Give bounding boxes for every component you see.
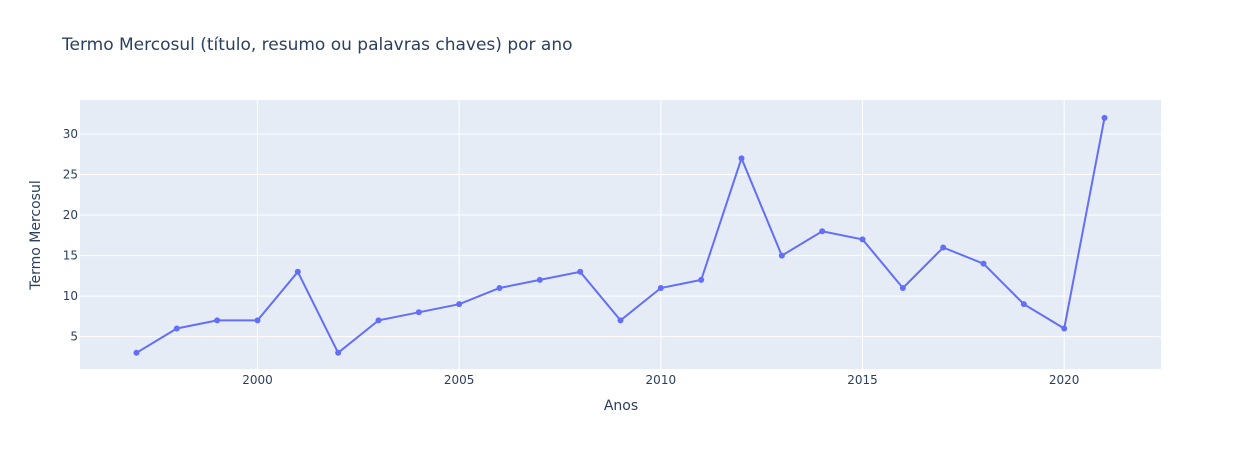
data-point (859, 236, 866, 243)
y-axis-title: Termo Mercosul (28, 180, 44, 290)
plot-area (80, 100, 1161, 369)
data-point (1101, 114, 1108, 121)
data-point (375, 317, 382, 324)
data-point (698, 276, 705, 283)
data-point (778, 252, 785, 259)
x-tick-label: 2010 (646, 373, 677, 387)
data-point (940, 244, 947, 251)
y-tick-label: 5 (70, 330, 78, 344)
x-tick-label: 2005 (444, 373, 475, 387)
data-point (617, 317, 624, 324)
data-point (577, 268, 584, 275)
gridlines (80, 100, 1161, 369)
x-axis-title: Anos (604, 398, 638, 414)
data-point (536, 276, 543, 283)
data-points (133, 114, 1108, 356)
data-point (899, 284, 906, 291)
data-point (133, 349, 140, 356)
data-point (214, 317, 221, 324)
data-point (496, 284, 503, 291)
data-point (1020, 301, 1027, 308)
chart-title: Termo Mercosul (título, resumo ou palavr… (61, 35, 573, 55)
tick-labels: 2000 2005 2010 2015 2020 5 10 15 20 25 30 (63, 127, 1080, 387)
x-tick-label: 2020 (1049, 373, 1080, 387)
data-point (738, 155, 745, 162)
y-tick-label: 20 (63, 208, 78, 222)
data-point (819, 228, 826, 235)
y-tick-label: 10 (63, 289, 78, 303)
data-point (254, 317, 261, 324)
data-point (415, 309, 422, 316)
y-tick-label: 15 (63, 249, 78, 263)
y-tick-label: 30 (63, 127, 78, 141)
data-point (657, 284, 664, 291)
x-tick-label: 2015 (847, 373, 878, 387)
data-point (335, 349, 342, 356)
y-tick-label: 25 (63, 168, 78, 182)
data-point (456, 301, 463, 308)
data-point (980, 260, 987, 267)
data-point (1061, 325, 1068, 332)
data-point (294, 268, 301, 275)
data-point (173, 325, 180, 332)
x-tick-label: 2000 (242, 373, 273, 387)
